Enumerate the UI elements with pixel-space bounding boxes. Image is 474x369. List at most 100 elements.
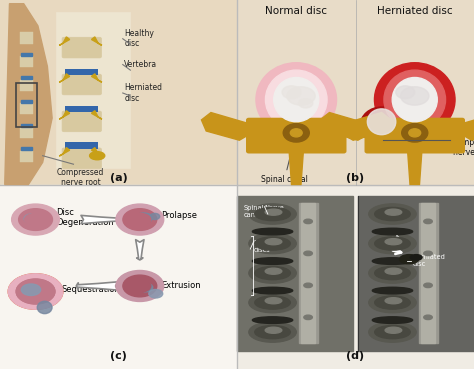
- Bar: [21, 100, 32, 103]
- Ellipse shape: [255, 296, 290, 309]
- Ellipse shape: [283, 124, 310, 142]
- Ellipse shape: [396, 86, 415, 99]
- Ellipse shape: [384, 70, 446, 129]
- Ellipse shape: [8, 274, 63, 309]
- Ellipse shape: [282, 86, 301, 99]
- Ellipse shape: [265, 239, 282, 245]
- Ellipse shape: [265, 298, 282, 304]
- Bar: [358, 196, 474, 351]
- Ellipse shape: [255, 266, 290, 280]
- Ellipse shape: [249, 233, 296, 254]
- Ellipse shape: [123, 209, 157, 230]
- Polygon shape: [91, 74, 102, 82]
- Bar: [20, 151, 33, 162]
- Ellipse shape: [249, 204, 296, 224]
- Ellipse shape: [304, 219, 312, 224]
- Bar: [20, 127, 33, 138]
- Bar: [21, 76, 32, 79]
- Text: Extrusion: Extrusion: [161, 282, 201, 290]
- Text: Prolapse: Prolapse: [161, 211, 197, 220]
- Ellipse shape: [360, 107, 403, 144]
- Ellipse shape: [424, 283, 432, 287]
- Polygon shape: [59, 111, 70, 119]
- Text: Disc
Degeneration: Disc Degeneration: [56, 208, 114, 227]
- Ellipse shape: [409, 129, 421, 137]
- Text: Compressed
nerve root: Compressed nerve root: [453, 138, 474, 157]
- FancyBboxPatch shape: [62, 111, 101, 132]
- Ellipse shape: [116, 204, 164, 235]
- Bar: [0, 184, 237, 369]
- Ellipse shape: [304, 315, 312, 320]
- Ellipse shape: [256, 63, 337, 137]
- Polygon shape: [201, 113, 249, 140]
- Text: (b): (b): [346, 173, 365, 183]
- Bar: [299, 203, 318, 343]
- Polygon shape: [462, 113, 474, 140]
- Ellipse shape: [290, 129, 302, 137]
- Ellipse shape: [373, 287, 412, 294]
- Bar: [57, 13, 130, 168]
- Ellipse shape: [375, 207, 410, 221]
- Ellipse shape: [18, 209, 53, 230]
- Ellipse shape: [369, 322, 416, 342]
- Polygon shape: [59, 148, 70, 156]
- Ellipse shape: [90, 152, 105, 160]
- Ellipse shape: [116, 270, 164, 301]
- Bar: [20, 56, 33, 67]
- Polygon shape: [59, 37, 70, 45]
- Ellipse shape: [299, 99, 313, 108]
- Polygon shape: [408, 151, 422, 184]
- Polygon shape: [344, 113, 391, 140]
- Ellipse shape: [255, 207, 290, 221]
- Text: (c): (c): [110, 351, 127, 361]
- Text: Nerve
roots: Nerve roots: [264, 205, 284, 218]
- Ellipse shape: [304, 283, 312, 287]
- Ellipse shape: [252, 228, 292, 235]
- Ellipse shape: [424, 251, 432, 256]
- Ellipse shape: [373, 258, 412, 264]
- Text: Herniated disc: Herniated disc: [377, 6, 453, 15]
- Ellipse shape: [373, 317, 412, 323]
- Text: Normal
discs: Normal discs: [254, 240, 278, 253]
- FancyBboxPatch shape: [62, 37, 101, 58]
- Ellipse shape: [385, 268, 401, 274]
- Ellipse shape: [16, 279, 55, 304]
- Bar: [65, 142, 98, 149]
- Bar: [65, 106, 98, 112]
- Ellipse shape: [385, 209, 401, 215]
- Ellipse shape: [401, 124, 428, 142]
- Ellipse shape: [392, 77, 437, 122]
- Polygon shape: [5, 4, 52, 184]
- Ellipse shape: [401, 87, 429, 105]
- Ellipse shape: [410, 255, 422, 260]
- Bar: [20, 103, 33, 114]
- Ellipse shape: [375, 237, 410, 250]
- Text: (d): (d): [346, 351, 365, 361]
- Ellipse shape: [149, 289, 163, 298]
- Ellipse shape: [150, 213, 160, 220]
- Ellipse shape: [24, 214, 41, 224]
- Text: Normal disc: Normal disc: [265, 6, 327, 15]
- Ellipse shape: [249, 292, 296, 313]
- Bar: [301, 203, 315, 343]
- Bar: [65, 69, 98, 75]
- Ellipse shape: [252, 287, 292, 294]
- Ellipse shape: [25, 213, 46, 226]
- Ellipse shape: [287, 87, 315, 105]
- Text: Compressed
nerve root: Compressed nerve root: [57, 168, 104, 187]
- Bar: [20, 32, 33, 44]
- Ellipse shape: [123, 275, 157, 297]
- Text: Herniated
disc: Herniated disc: [124, 83, 162, 103]
- Bar: [421, 203, 435, 343]
- Text: (a): (a): [109, 173, 128, 183]
- Ellipse shape: [375, 296, 410, 309]
- Ellipse shape: [12, 204, 59, 235]
- Polygon shape: [289, 151, 303, 184]
- Bar: [20, 80, 33, 91]
- Polygon shape: [91, 111, 102, 119]
- Ellipse shape: [129, 280, 151, 292]
- Ellipse shape: [265, 327, 282, 333]
- Text: Vertebra: Vertebra: [124, 60, 157, 69]
- Ellipse shape: [385, 298, 401, 304]
- Ellipse shape: [385, 327, 401, 333]
